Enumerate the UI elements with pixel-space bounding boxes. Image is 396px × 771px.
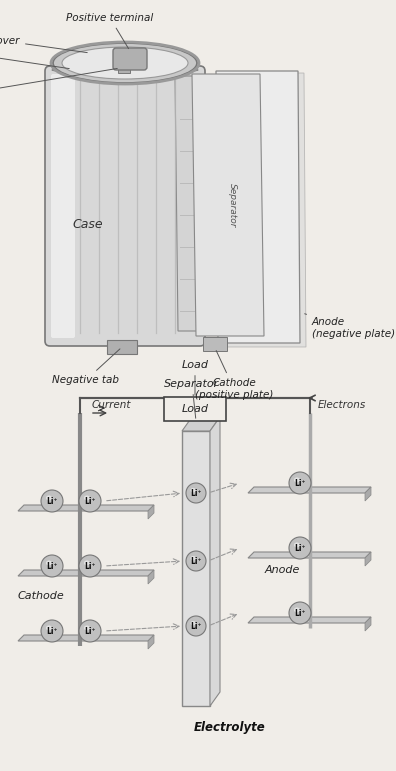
Text: Cathode
(positive plate): Cathode (positive plate) bbox=[195, 351, 273, 399]
FancyBboxPatch shape bbox=[51, 74, 75, 338]
Ellipse shape bbox=[289, 602, 311, 624]
Text: Cathode: Cathode bbox=[18, 591, 65, 601]
Ellipse shape bbox=[84, 625, 90, 631]
Polygon shape bbox=[210, 417, 220, 706]
FancyBboxPatch shape bbox=[113, 48, 147, 70]
FancyBboxPatch shape bbox=[203, 337, 227, 351]
Text: Load: Load bbox=[181, 404, 209, 414]
Text: Case: Case bbox=[72, 217, 103, 231]
Polygon shape bbox=[18, 635, 154, 641]
Polygon shape bbox=[175, 76, 238, 331]
Ellipse shape bbox=[41, 555, 63, 577]
Text: Positive
tab: Positive tab bbox=[0, 69, 117, 104]
Polygon shape bbox=[248, 487, 371, 493]
Ellipse shape bbox=[294, 543, 300, 547]
Ellipse shape bbox=[46, 496, 52, 500]
Text: Li⁺: Li⁺ bbox=[190, 489, 202, 498]
Text: Li⁺: Li⁺ bbox=[46, 497, 58, 506]
Text: Electrons: Electrons bbox=[318, 400, 366, 410]
Ellipse shape bbox=[186, 483, 206, 503]
Ellipse shape bbox=[62, 47, 188, 79]
FancyBboxPatch shape bbox=[45, 66, 205, 346]
Ellipse shape bbox=[84, 496, 90, 500]
Text: Separator: Separator bbox=[227, 183, 236, 227]
Polygon shape bbox=[148, 505, 154, 519]
Ellipse shape bbox=[289, 472, 311, 494]
Ellipse shape bbox=[294, 477, 300, 483]
Text: Separator: Separator bbox=[164, 379, 220, 418]
Ellipse shape bbox=[46, 625, 52, 631]
Ellipse shape bbox=[190, 621, 196, 625]
Text: Positive terminal: Positive terminal bbox=[67, 13, 154, 49]
Polygon shape bbox=[148, 570, 154, 584]
Ellipse shape bbox=[41, 620, 63, 642]
Ellipse shape bbox=[52, 67, 198, 73]
Polygon shape bbox=[182, 431, 210, 706]
Ellipse shape bbox=[190, 556, 196, 561]
Text: Li⁺: Li⁺ bbox=[294, 609, 306, 618]
Text: Li⁺: Li⁺ bbox=[190, 557, 202, 566]
Polygon shape bbox=[365, 487, 371, 501]
Ellipse shape bbox=[79, 620, 101, 642]
Text: Insulating
ring: Insulating ring bbox=[0, 42, 69, 69]
Polygon shape bbox=[248, 552, 371, 558]
Polygon shape bbox=[216, 71, 300, 343]
Ellipse shape bbox=[186, 616, 206, 636]
Text: Li⁺: Li⁺ bbox=[294, 479, 306, 488]
Polygon shape bbox=[365, 617, 371, 631]
Polygon shape bbox=[365, 552, 371, 566]
Ellipse shape bbox=[190, 488, 196, 493]
Polygon shape bbox=[18, 570, 154, 576]
Ellipse shape bbox=[41, 490, 63, 512]
Polygon shape bbox=[182, 417, 220, 431]
FancyBboxPatch shape bbox=[164, 397, 226, 421]
Ellipse shape bbox=[53, 43, 197, 83]
Text: Li⁺: Li⁺ bbox=[294, 544, 306, 553]
Polygon shape bbox=[148, 635, 154, 649]
Ellipse shape bbox=[289, 537, 311, 559]
Text: Li⁺: Li⁺ bbox=[46, 562, 58, 571]
Ellipse shape bbox=[294, 608, 300, 612]
Ellipse shape bbox=[186, 551, 206, 571]
Text: Li⁺: Li⁺ bbox=[46, 627, 58, 636]
Polygon shape bbox=[222, 73, 306, 347]
Text: Negative tab: Negative tab bbox=[53, 349, 120, 385]
Text: Anode
(negative plate): Anode (negative plate) bbox=[305, 314, 395, 338]
Text: Anode: Anode bbox=[265, 565, 301, 575]
Text: Li⁺: Li⁺ bbox=[190, 622, 202, 631]
Ellipse shape bbox=[79, 555, 101, 577]
Text: Electrolyte: Electrolyte bbox=[194, 721, 266, 734]
Polygon shape bbox=[192, 74, 264, 336]
Polygon shape bbox=[118, 63, 130, 73]
Text: Li⁺: Li⁺ bbox=[84, 562, 96, 571]
Ellipse shape bbox=[79, 490, 101, 512]
Text: Cover: Cover bbox=[0, 36, 87, 52]
Text: Load: Load bbox=[181, 360, 209, 396]
Text: Current: Current bbox=[92, 400, 131, 410]
Ellipse shape bbox=[84, 561, 90, 565]
Polygon shape bbox=[18, 505, 154, 511]
Ellipse shape bbox=[46, 561, 52, 565]
Text: Li⁺: Li⁺ bbox=[84, 497, 96, 506]
Text: Li⁺: Li⁺ bbox=[84, 627, 96, 636]
Polygon shape bbox=[248, 617, 371, 623]
FancyBboxPatch shape bbox=[107, 340, 137, 354]
